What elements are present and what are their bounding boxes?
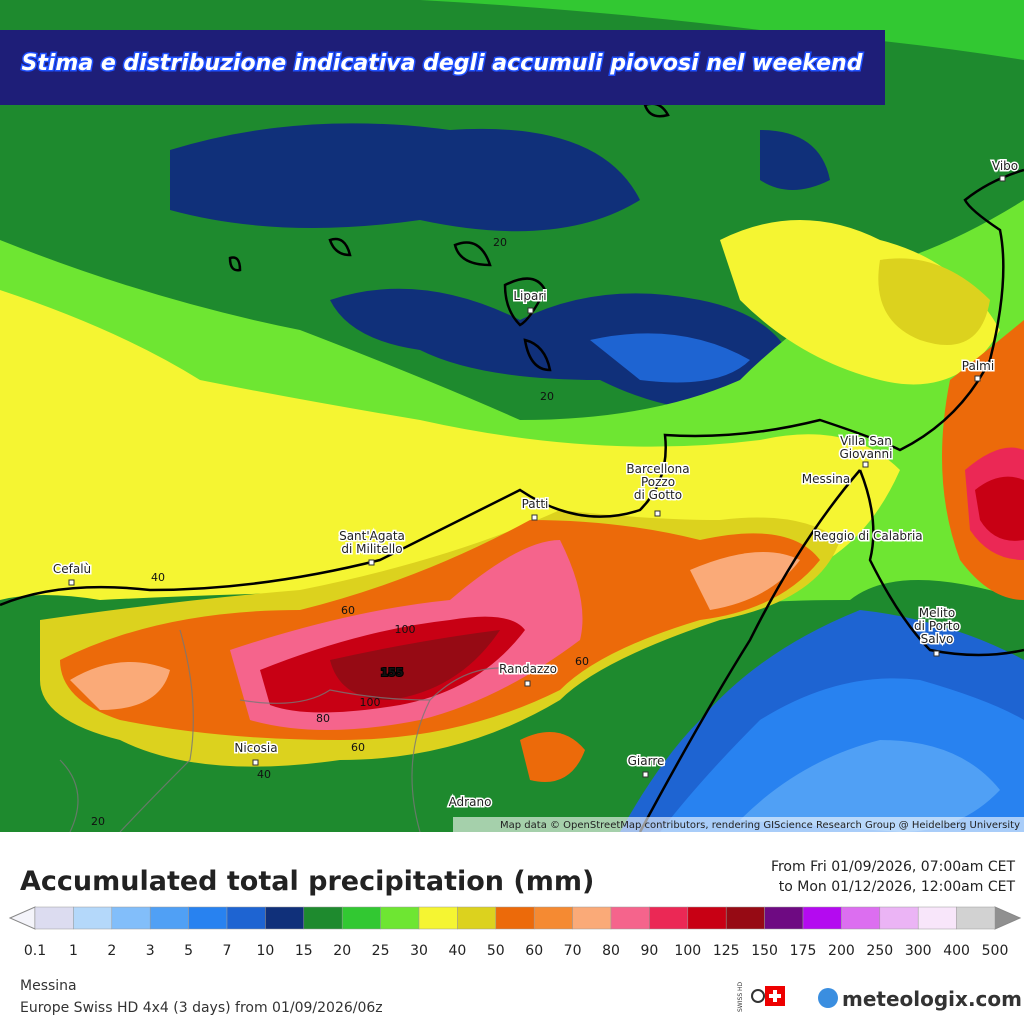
contour-label: 20 — [91, 815, 105, 828]
contour-label: 80 — [316, 712, 330, 725]
colorbar-cell — [725, 906, 765, 930]
colorbar-cell — [226, 906, 266, 930]
colorbar-cell — [802, 906, 842, 930]
legend-title: Accumulated total precipitation (mm) — [20, 866, 594, 897]
colorbar-label: 15 — [295, 943, 313, 959]
brand: meteologix.com — [842, 987, 1022, 1011]
period-end: to Mon 01/12/2026, 12:00am CET — [779, 879, 1016, 895]
contour-label: 100 — [360, 696, 381, 709]
location: Messina — [20, 978, 77, 994]
place-label: di Porto — [914, 619, 960, 633]
colorbar-label: 90 — [640, 943, 658, 959]
map — [0, 0, 1024, 833]
period-start: From Fri 01/09/2026, 07:00am CET — [771, 859, 1015, 875]
colorbar-cell — [149, 906, 189, 930]
place-label: Lipari — [513, 289, 546, 303]
place-label: Barcellona — [626, 462, 689, 476]
colorbar-label: 60 — [525, 943, 543, 959]
colorbar-label: 500 — [982, 943, 1009, 959]
colorbar-label: 1 — [69, 943, 78, 959]
colorbar-label: 20 — [333, 943, 351, 959]
place-label: Randazzo — [499, 662, 557, 676]
colorbar-cell — [380, 906, 420, 930]
place-label: Reggio di Calabria — [813, 529, 922, 543]
colorbar-cell — [687, 906, 727, 930]
colorbar-label: 70 — [564, 943, 582, 959]
colorbar-label: 25 — [372, 943, 390, 959]
place-label: Giovanni — [840, 447, 893, 461]
contour-label: 100 — [395, 623, 416, 636]
colorbar-cell — [34, 906, 74, 930]
place-label: Messina — [802, 472, 851, 486]
colorbar-label: 10 — [256, 943, 274, 959]
place-label: Sant'Agata — [339, 529, 405, 543]
contour-label: 60 — [341, 604, 355, 617]
colorbar-label: 200 — [828, 943, 855, 959]
colorbar-label: 300 — [905, 943, 932, 959]
badge: SWISS HD — [737, 981, 744, 1012]
contour-label: 60 — [575, 655, 589, 668]
colorbar-label: 125 — [713, 943, 740, 959]
colorbar-cell — [495, 906, 535, 930]
colorbar-label: 30 — [410, 943, 428, 959]
colorbar-label: 0.1 — [24, 943, 46, 959]
colorbar-cell — [841, 906, 881, 930]
place-label: Adrano — [449, 795, 492, 809]
place-label: Patti — [522, 497, 549, 511]
colorbar-cell — [917, 906, 957, 930]
colorbar-label: 400 — [943, 943, 970, 959]
model-run: Europe Swiss HD 4x4 (3 days) from 01/09/… — [20, 1000, 383, 1016]
colorbar-label: 5 — [184, 943, 193, 959]
colorbar-label: 250 — [866, 943, 893, 959]
colorbar-label: 50 — [487, 943, 505, 959]
colorbar-cell — [764, 906, 804, 930]
colorbar-label: 150 — [751, 943, 778, 959]
colorbar-cell — [533, 906, 573, 930]
colorbar-cell — [418, 906, 458, 930]
place-label: di Militello — [341, 542, 402, 556]
colorbar-label: 7 — [223, 943, 232, 959]
colorbar-label: 80 — [602, 943, 620, 959]
place-label: Giarre — [628, 754, 665, 768]
colorbar-cell — [303, 906, 343, 930]
place-label: di Gotto — [634, 488, 682, 502]
contour-label: 155 — [381, 666, 404, 679]
colorbar-cell — [572, 906, 612, 930]
place-label: Melito — [919, 606, 955, 620]
colorbar-cell — [956, 906, 996, 930]
colorbar-cell — [457, 906, 497, 930]
place-label: Pozzo — [641, 475, 675, 489]
contour-label: 20 — [540, 390, 554, 403]
attribution: Map data © OpenStreetMap contributors, r… — [500, 820, 1020, 831]
contour-label: 40 — [151, 571, 165, 584]
colorbar-label: 40 — [448, 943, 466, 959]
colorbar-cell — [265, 906, 305, 930]
banner — [0, 30, 885, 105]
colorbar-cell — [73, 906, 113, 930]
colorbar-label: 2 — [107, 943, 116, 959]
contour-label: 40 — [257, 768, 271, 781]
colorbar-label: 3 — [146, 943, 155, 959]
banner-title: Stima e distribuzione indicativa degli a… — [22, 51, 863, 76]
colorbar-cell — [879, 906, 919, 930]
colorbar-cell — [649, 906, 689, 930]
place-label: Villa San — [840, 434, 892, 448]
colorbar-cell — [610, 906, 650, 930]
contour-label: 20 — [493, 236, 507, 249]
place-label: Salvo — [921, 632, 954, 646]
contour-label: 60 — [351, 741, 365, 754]
colorbar-cell — [188, 906, 228, 930]
colorbar-label: 100 — [674, 943, 701, 959]
colorbar-label: 175 — [790, 943, 817, 959]
place-label: Nicosia — [234, 741, 277, 755]
place-label: Palmi — [962, 359, 994, 373]
place-label: Vibo — [992, 159, 1018, 173]
place-label: Cefalù — [53, 562, 91, 576]
colorbar-cell — [341, 906, 381, 930]
colorbar-cell — [111, 906, 151, 930]
